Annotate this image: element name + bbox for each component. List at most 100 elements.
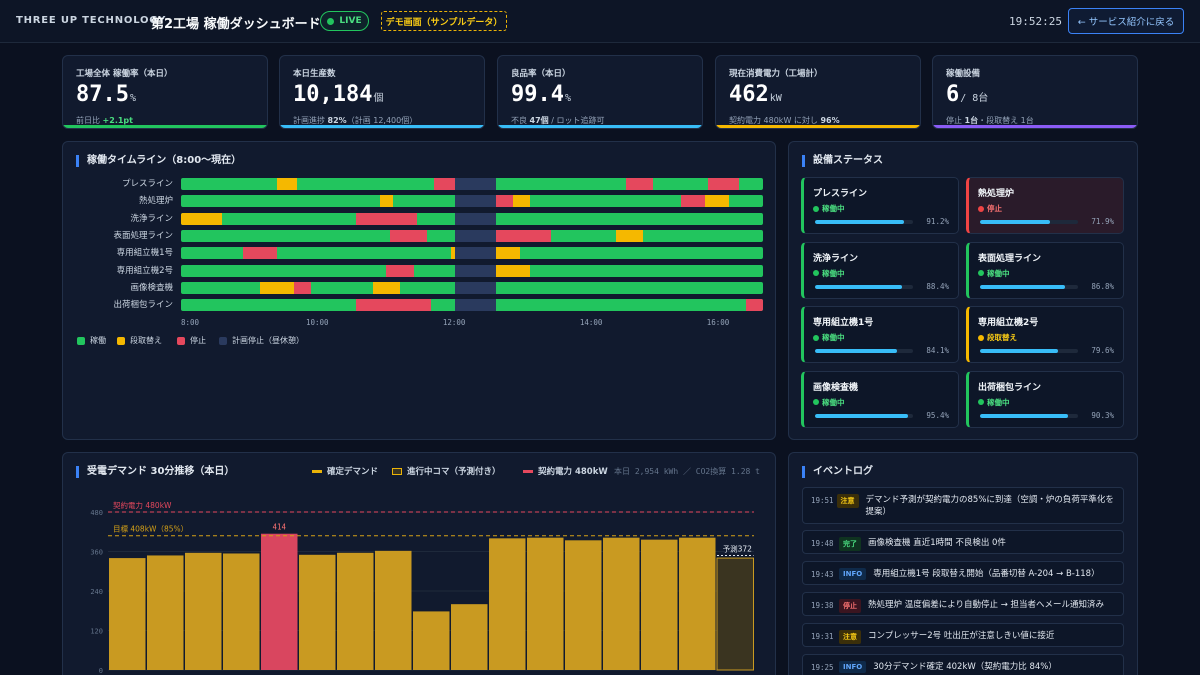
kpi-value: 462kW: [729, 84, 907, 110]
timeline-segment: [454, 281, 496, 294]
timeline-track: [181, 299, 763, 312]
peak-label: 414: [272, 523, 286, 532]
kpi-card: 本日生産数 10,184個 計画進捗 82%（計画 12,400個）: [279, 55, 485, 129]
kpi-subtext: 不良 47個 / ロット追跡可: [511, 115, 689, 126]
utilization-fill: [815, 413, 909, 418]
timeline-legend-item: 稼働: [77, 335, 106, 346]
demand-bar: [716, 557, 754, 671]
event-item[interactable]: 19:48 完了 画像検査機 直近1時間 不良検出 0件: [802, 530, 1124, 554]
demand-title: 受電デマンド 30分推移（本日）: [76, 466, 234, 478]
back-to-service-button[interactable]: ← サービス紹介に戻る: [1068, 8, 1184, 34]
timeline-segment: [704, 195, 729, 208]
equipment-card[interactable]: 出荷梱包ライン 稼働中 90.3%: [966, 370, 1124, 428]
utilization-percent: 91.2%: [926, 217, 949, 226]
event-tag: 停止: [839, 599, 861, 613]
event-text: 専用組立機1号 段取替え開始（品番切替 A-204 → B-118）: [873, 569, 1100, 579]
demand-bar: [261, 533, 298, 670]
status-label: 稼働中: [822, 397, 845, 407]
kpi-sub-prefix: 契約電力 480kW に対し: [729, 116, 821, 125]
equipment-name: 専用組立機1号: [813, 318, 874, 328]
page-title: 第2工場 稼働ダッシュボード: [151, 17, 321, 32]
event-item[interactable]: 19:31 注意 コンプレッサー2号 吐出圧が注意しきい値に接近: [802, 623, 1124, 647]
kpi-sub-highlight: 1台: [964, 116, 979, 125]
timeline-row-label: 出荷梱包ライン: [113, 300, 173, 311]
equipment-card[interactable]: プレスライン 稼働中 91.2%: [801, 177, 959, 234]
equipment-card[interactable]: 専用組立機2号 段取替え 79.6%: [966, 306, 1124, 363]
progress-swatch: [392, 467, 402, 475]
timeline-row-label: 洗浄ライン: [130, 213, 173, 224]
event-item[interactable]: 19:51 注意 デマンド予測が契約電力の85%に到達（空調・炉の負荷平準化を提案）: [802, 487, 1124, 524]
kpi-value: 99.4%: [511, 84, 689, 110]
kpi-card: 稼働設備 6/ 8台 停止 1台・段取替え 1台: [932, 55, 1138, 129]
utilization-percent: 84.1%: [926, 346, 949, 355]
status-dot-icon: [813, 205, 819, 212]
utilization-percent: 86.8%: [1091, 281, 1114, 291]
demand-bar: [527, 537, 564, 670]
kpi-sub-prefix: 不良: [511, 116, 530, 125]
live-badge: LIVE: [320, 11, 369, 31]
equipment-status: 段取替え: [978, 332, 1114, 343]
kpi-accent-bar: [933, 125, 1137, 128]
live-dot-icon: [327, 17, 335, 25]
legend-contract-label: 契約電力 480kW: [538, 467, 608, 477]
utilization-bar: [815, 284, 913, 289]
equipment-card[interactable]: 表面処理ライン 稼働中 86.8%: [966, 241, 1124, 299]
status-dot-icon: [978, 270, 984, 276]
timeline-title: 稼働タイムライン（8:00〜現在）: [76, 155, 241, 167]
kpi-sub-highlight: 47個: [529, 116, 549, 125]
timeline-segment: [259, 281, 294, 294]
timeline-segment: [454, 299, 496, 312]
timeline-row-label: 表面処理ライン: [113, 230, 173, 241]
event-time: 19:31: [811, 632, 834, 641]
event-text: コンプレッサー2号 吐出圧が注意しきい値に接近: [868, 631, 1055, 641]
event-item[interactable]: 19:25 INFO 30分デマンド確定 402kW（契約電力比 84%）: [802, 654, 1124, 675]
timeline-track: [181, 264, 763, 277]
utilization-fill: [980, 413, 1069, 418]
timeline-track: [181, 212, 763, 225]
timeline-panel: 稼働タイムライン（8:00〜現在） プレスライン 熱処理炉 洗浄ライン 表面処理ライン…: [62, 141, 776, 440]
demand-bar: [489, 538, 526, 670]
event-item[interactable]: 19:43 INFO 専用組立機1号 段取替え開始（品番切替 A-204 → B-1…: [802, 561, 1124, 585]
timeline-segment: [495, 195, 514, 208]
equipment-status: 稼働中: [813, 268, 949, 279]
equipment-card[interactable]: 洗浄ライン 稼働中 88.4%: [801, 241, 959, 299]
event-tag: 注意: [836, 494, 859, 508]
timeline-segment: [680, 195, 705, 208]
timeline-segment: [379, 195, 394, 208]
legend-swatch: [77, 336, 85, 345]
event-title: イベントログ: [802, 466, 873, 478]
demand-chart: 0 120 240 360 480 414 契約電力 480kW 目標 408kW（85%） 予…: [90, 500, 754, 675]
timeline-segment: [454, 195, 496, 208]
kpi-subtext: 契約電力 480kW に対し 96%: [729, 115, 907, 126]
utilization-bar: [980, 284, 1078, 289]
equipment-status: 停止: [978, 203, 1114, 214]
equipment-card[interactable]: 熱処理炉 停止 71.9%: [966, 177, 1124, 234]
timeline-segment: [495, 264, 531, 277]
top-bar: THREE UP TECHNOLOGY 第2工場 稼働ダッシュボード LIVE …: [0, 0, 1200, 43]
equipment-card[interactable]: 専用組立機1号 稼働中 84.1%: [801, 306, 959, 363]
equipment-card[interactable]: 画像検査機 稼働中 95.4%: [801, 370, 959, 428]
demand-bar: [185, 552, 222, 670]
event-text: 画像検査機 直近1時間 不良検出 0件: [868, 538, 1006, 548]
clock: 19:52:25: [1009, 15, 1062, 28]
event-tag: INFO: [839, 568, 867, 580]
timeline-segment: [355, 299, 431, 312]
timeline-tick: 16:00: [706, 318, 730, 327]
legend-contract: 契約電力 480kW: [523, 465, 608, 477]
kpi-value: 6/ 8台: [946, 84, 1124, 110]
kpi-value: 87.5%: [76, 84, 254, 110]
kpi-number: 462: [729, 82, 769, 107]
timeline-segment: [495, 229, 551, 242]
legend-progress-label: 進行中コマ（予測付き）: [407, 467, 501, 477]
kpi-subtext: 前日比 +2.1pt: [76, 115, 254, 126]
equipment-status: 稼働中: [978, 268, 1114, 279]
timeline-tick: 10:00: [305, 318, 329, 327]
timeline-segment: [355, 212, 418, 225]
legend-confirmed: 確定デマンド: [312, 465, 378, 477]
demand-bar: [109, 558, 146, 670]
status-label: 稼働中: [822, 268, 845, 278]
legend-label: 段取替え: [130, 336, 162, 345]
event-item[interactable]: 19:38 停止 熱処理炉 温度偏差により自動停止 → 担当者へメール通知済み: [802, 592, 1124, 616]
kpi-sub-rest: （計画 12,400個）: [346, 116, 418, 125]
utilization-fill: [815, 220, 905, 224]
